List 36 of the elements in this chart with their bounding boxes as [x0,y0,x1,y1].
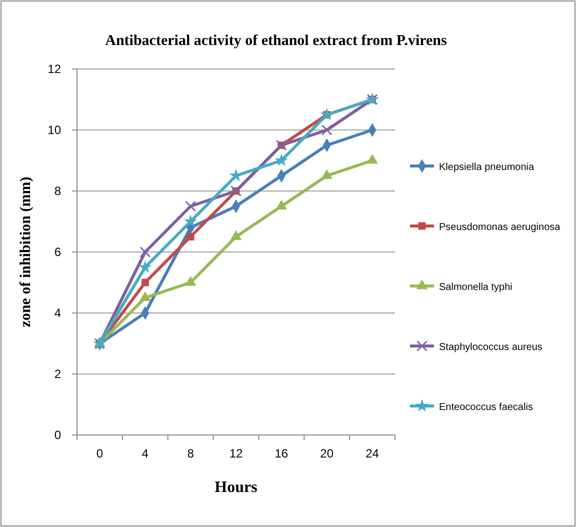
legend-label: Salmonella typhi [439,282,512,293]
y-tick-label: 2 [54,366,62,381]
point [186,233,194,240]
chart-title: Antibacterial activity of ethanol extract from P.virens [105,33,448,49]
y-tick-label: 6 [54,244,62,259]
legend-label: Pseusdomonas aeruginosa [439,222,561,233]
point [184,214,198,228]
legend-label: Klepsiella pneumonia [439,162,534,173]
x-tick-label: 12 [229,446,243,461]
point [185,200,196,212]
point [274,154,288,166]
x-tick-label: 4 [142,446,149,461]
point [276,200,288,210]
y-tick-label: 4 [54,306,62,320]
y-tick-label: 10 [48,122,62,137]
x-axis-title: Hours [214,479,258,496]
x-tick-label: 20 [320,446,334,461]
point [230,230,242,240]
point [366,154,378,164]
point [138,260,152,273]
x-tick-label: 0 [96,446,104,461]
y-tick-label: 0 [54,428,62,442]
x-tick-label: 24 [366,446,380,461]
legend-label: Staphylococcus aureus [439,342,542,353]
y-tick-label: 8 [54,184,62,198]
x-tick-label: 8 [187,446,194,461]
y-axis-title: zone of inhibition (mm) [18,176,34,328]
point [140,291,151,302]
legend-label: Enteococcus faecalis [439,402,533,413]
point [321,169,332,180]
point [141,278,149,286]
y-tick-label: 12 [48,62,62,76]
point [184,276,196,286]
point [140,246,151,258]
point [321,124,332,136]
x-tick-label: 16 [274,446,288,461]
